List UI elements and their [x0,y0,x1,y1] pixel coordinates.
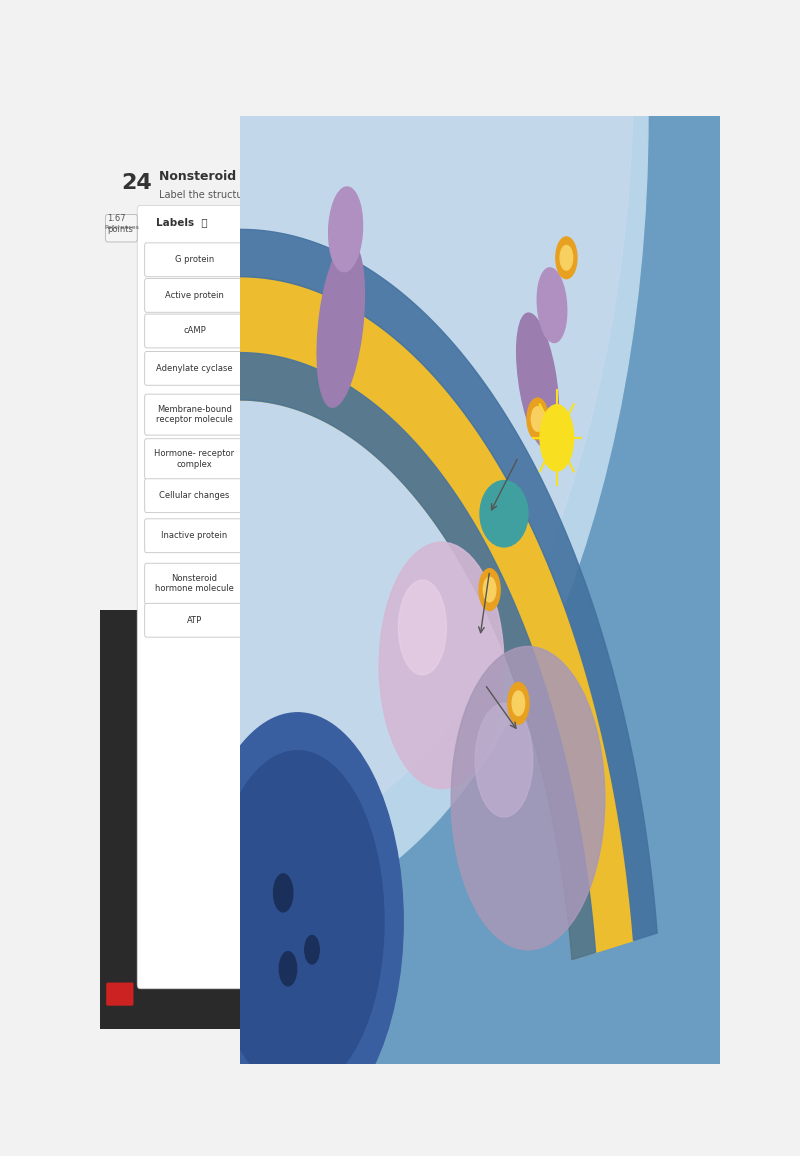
FancyBboxPatch shape [245,244,258,276]
FancyBboxPatch shape [145,279,245,312]
Circle shape [531,407,544,431]
Text: Nonsteroid
hormone molecule: Nonsteroid hormone molecule [155,575,234,593]
FancyBboxPatch shape [245,353,258,385]
Text: ⊞: ⊞ [248,617,254,623]
FancyBboxPatch shape [145,351,245,385]
Text: G protein: G protein [175,255,214,265]
FancyBboxPatch shape [245,439,258,479]
Circle shape [540,405,574,472]
Text: 1.67
points: 1.67 points [107,214,134,234]
Text: < Prev   24 of 80   Next >: < Prev 24 of 80 Next > [343,988,477,999]
Text: Nonsteroid Hormone: Visual Description of Mechanism of Action: Nonsteroid Hormone: Visual Description o… [159,170,610,183]
Text: Mc
Graw
Hill: Mc Graw Hill [113,986,127,1002]
Text: Membrane-bound
receptor molecule: Membrane-bound receptor molecule [156,405,233,424]
FancyBboxPatch shape [548,421,629,453]
FancyBboxPatch shape [548,341,629,373]
Circle shape [483,577,496,602]
FancyBboxPatch shape [548,265,629,296]
FancyBboxPatch shape [138,206,720,988]
Polygon shape [174,229,657,941]
Text: 24: 24 [122,172,153,193]
FancyBboxPatch shape [145,438,245,480]
FancyBboxPatch shape [548,303,629,335]
Circle shape [274,874,293,912]
Circle shape [479,569,500,610]
Ellipse shape [517,313,558,449]
FancyBboxPatch shape [245,280,258,311]
Text: Cellular changes: Cellular changes [159,491,230,501]
FancyBboxPatch shape [145,479,245,512]
FancyBboxPatch shape [244,341,325,373]
Polygon shape [184,353,595,959]
Text: Inactive protein: Inactive protein [162,532,228,540]
Circle shape [192,713,403,1129]
FancyBboxPatch shape [245,314,258,347]
Circle shape [279,951,297,986]
FancyBboxPatch shape [145,603,245,637]
Polygon shape [178,276,634,959]
Circle shape [305,935,319,964]
FancyBboxPatch shape [548,379,629,412]
Text: Active protein: Active protein [165,291,224,299]
Polygon shape [240,116,720,1064]
Text: ⊞: ⊞ [248,365,254,371]
FancyBboxPatch shape [244,379,325,412]
Text: ⊞: ⊞ [248,457,254,462]
Text: Label the structures involved in stimulation of a target cell by a nonsteroid ho: Label the structures involved in stimula… [159,191,575,200]
Circle shape [527,398,548,439]
Ellipse shape [329,187,362,272]
Text: ⊞: ⊞ [248,580,254,587]
Text: ATP: ATP [187,616,202,624]
Circle shape [512,691,525,716]
Circle shape [211,750,384,1092]
Text: Labels  ⓘ: Labels ⓘ [156,217,207,227]
FancyBboxPatch shape [145,314,245,348]
Text: Hormone- receptor
complex: Hormone- receptor complex [154,450,234,469]
Text: ⊞: ⊞ [248,292,254,298]
FancyBboxPatch shape [245,605,258,636]
Circle shape [379,542,504,788]
FancyBboxPatch shape [145,243,245,276]
Text: ⊞: ⊞ [248,257,254,262]
FancyBboxPatch shape [548,466,629,497]
FancyBboxPatch shape [100,610,720,1029]
Circle shape [556,237,577,279]
Text: References: References [104,225,139,230]
Text: ⊞: ⊞ [248,533,254,539]
Text: Reset All: Reset All [370,218,406,228]
Ellipse shape [480,481,528,547]
Ellipse shape [317,240,365,407]
FancyBboxPatch shape [358,213,418,234]
FancyBboxPatch shape [106,983,134,1006]
Circle shape [0,0,634,845]
Text: Adenylate cyclase: Adenylate cyclase [156,364,233,373]
Text: ⊞: ⊞ [248,492,254,498]
Text: Drop Zones  →: Drop Zones → [286,217,370,227]
FancyBboxPatch shape [365,223,443,255]
Circle shape [398,580,446,675]
Text: ⊞: ⊞ [248,412,254,417]
FancyBboxPatch shape [245,395,258,435]
FancyBboxPatch shape [145,519,245,553]
Text: ⊞: ⊞ [248,328,254,334]
FancyBboxPatch shape [145,563,245,605]
Ellipse shape [538,268,566,342]
FancyBboxPatch shape [245,564,258,603]
Circle shape [560,245,573,271]
FancyBboxPatch shape [245,520,258,551]
Circle shape [508,682,529,724]
Text: cAMP: cAMP [183,326,206,335]
FancyBboxPatch shape [245,480,258,512]
Circle shape [0,0,648,921]
FancyBboxPatch shape [145,394,245,435]
Circle shape [475,703,533,817]
Circle shape [451,646,605,950]
FancyBboxPatch shape [548,527,629,560]
FancyBboxPatch shape [106,214,138,242]
FancyBboxPatch shape [244,301,325,333]
Polygon shape [178,276,634,953]
FancyBboxPatch shape [548,555,629,586]
